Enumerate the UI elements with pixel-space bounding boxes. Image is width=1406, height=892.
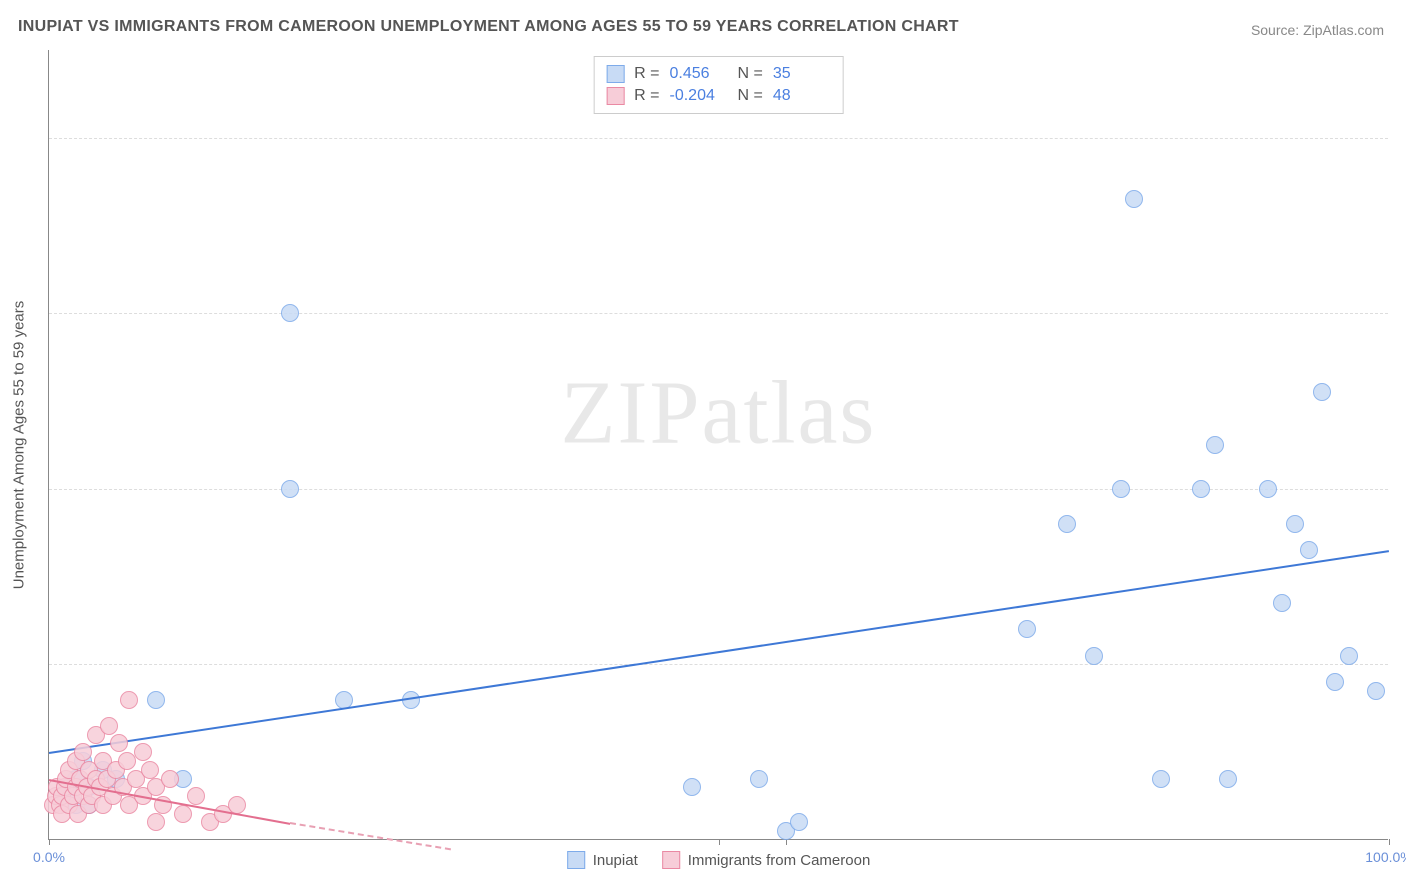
data-point <box>120 691 138 709</box>
data-point <box>74 743 92 761</box>
data-point <box>1340 647 1358 665</box>
data-point <box>1152 770 1170 788</box>
watermark: ZIPatlas <box>561 361 877 464</box>
data-point <box>110 734 128 752</box>
data-point <box>187 787 205 805</box>
y-tick-label: 40.0% <box>1396 481 1406 497</box>
x-tick <box>1389 839 1390 845</box>
legend-label: Immigrants from Cameroon <box>688 852 871 869</box>
data-point <box>174 805 192 823</box>
data-point <box>1259 480 1277 498</box>
plot-area: ZIPatlas Unemployment Among Ages 55 to 5… <box>48 50 1388 840</box>
gridline <box>49 313 1388 314</box>
r-value: 0.456 <box>670 63 728 85</box>
data-point <box>1018 620 1036 638</box>
data-point <box>1112 480 1130 498</box>
data-point <box>1125 190 1143 208</box>
y-tick-label: 80.0% <box>1396 130 1406 146</box>
source-label: Source: ZipAtlas.com <box>1251 22 1384 38</box>
chart-title: INUPIAT VS IMMIGRANTS FROM CAMEROON UNEM… <box>18 18 959 36</box>
n-label: N = <box>738 63 763 85</box>
data-point <box>1192 480 1210 498</box>
y-axis-title: Unemployment Among Ages 55 to 59 years <box>11 300 28 589</box>
data-point <box>161 770 179 788</box>
data-point <box>750 770 768 788</box>
data-point <box>1085 647 1103 665</box>
data-point <box>1058 515 1076 533</box>
data-point <box>1286 515 1304 533</box>
legend-row: R = 0.456 N = 35 <box>606 63 831 85</box>
data-point <box>134 743 152 761</box>
data-point <box>141 761 159 779</box>
data-point <box>281 480 299 498</box>
data-point <box>281 304 299 322</box>
data-point <box>1367 682 1385 700</box>
data-point <box>1273 594 1291 612</box>
data-point <box>1326 673 1344 691</box>
legend-item: Immigrants from Cameroon <box>662 851 871 869</box>
legend-swatch <box>606 87 624 105</box>
x-tick-label: 0.0% <box>33 849 65 865</box>
x-tick <box>49 839 50 845</box>
legend-correlation: R = 0.456 N = 35 R = -0.204 N = 48 <box>593 56 844 114</box>
data-point <box>1219 770 1237 788</box>
trend-line <box>290 822 451 850</box>
y-tick-label: 20.0% <box>1396 656 1406 672</box>
legend-item: Inupiat <box>567 851 638 869</box>
legend-swatch <box>567 851 585 869</box>
n-value: 48 <box>773 85 831 107</box>
r-label: R = <box>634 85 659 107</box>
data-point <box>790 813 808 831</box>
x-tick <box>719 839 720 845</box>
gridline <box>49 489 1388 490</box>
legend-series: Inupiat Immigrants from Cameroon <box>567 851 871 869</box>
data-point <box>1300 541 1318 559</box>
trend-line <box>49 550 1389 754</box>
y-tick-label: 60.0% <box>1396 305 1406 321</box>
gridline <box>49 664 1388 665</box>
data-point <box>1206 436 1224 454</box>
data-point <box>100 717 118 735</box>
r-value: -0.204 <box>670 85 728 107</box>
legend-swatch <box>606 65 624 83</box>
legend-swatch <box>662 851 680 869</box>
legend-row: R = -0.204 N = 48 <box>606 85 831 107</box>
x-tick-label: 100.0% <box>1365 849 1406 865</box>
data-point <box>147 813 165 831</box>
r-label: R = <box>634 63 659 85</box>
data-point <box>147 691 165 709</box>
n-value: 35 <box>773 63 831 85</box>
data-point <box>683 778 701 796</box>
gridline <box>49 138 1388 139</box>
legend-label: Inupiat <box>593 852 638 869</box>
data-point <box>118 752 136 770</box>
n-label: N = <box>738 85 763 107</box>
data-point <box>1313 383 1331 401</box>
